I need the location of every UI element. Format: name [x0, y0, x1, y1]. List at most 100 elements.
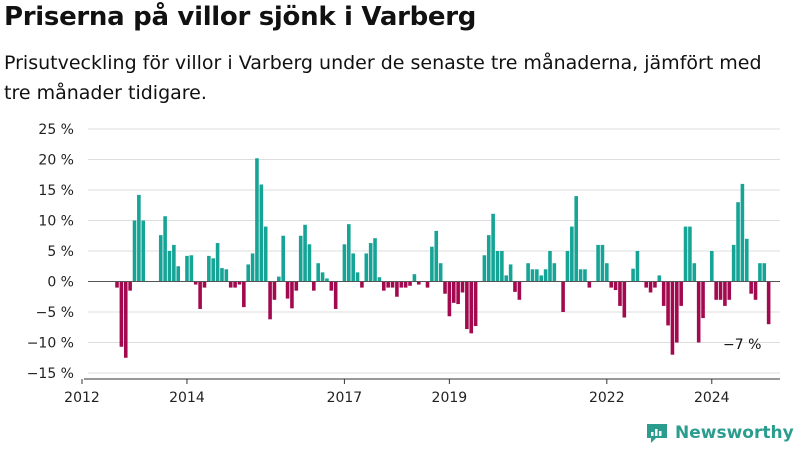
bar: [486, 235, 491, 282]
bar: [644, 281, 648, 288]
x-tick-label: 2019: [432, 390, 468, 406]
bar: [574, 196, 579, 282]
bar: [570, 226, 574, 282]
bar: [434, 230, 439, 282]
bar: [198, 281, 202, 309]
x-tick-label: 2022: [589, 390, 625, 406]
bar: [675, 281, 679, 343]
chart-subtitle: Prisutveckling för villor i Varberg unde…: [4, 52, 762, 104]
bar: [613, 281, 618, 291]
axes: −15 % −10 % −5 % 0 % 5 % 10 % 15 % 20 % 25 % 2012…: [27, 122, 780, 406]
bar: [600, 244, 605, 282]
last-value-annotation: −7 %: [723, 337, 761, 353]
bar: [202, 281, 207, 288]
bar: [731, 244, 736, 282]
bar: [228, 281, 233, 288]
bar: [272, 281, 277, 300]
bar: [137, 194, 141, 282]
y-tick-label: 5 %: [47, 244, 74, 260]
bar: [465, 281, 469, 330]
bar: [460, 281, 465, 293]
bar: [622, 281, 627, 318]
bar: [325, 278, 329, 282]
bar: [508, 264, 513, 282]
bar: [740, 183, 745, 282]
bar: [172, 244, 176, 282]
bar: [215, 243, 220, 282]
bar: [259, 184, 264, 282]
bar: [666, 281, 670, 326]
bar: [587, 281, 592, 288]
bar: [482, 255, 487, 282]
bar: [425, 281, 430, 288]
bar: [688, 226, 692, 282]
bar: [469, 281, 474, 334]
bar: [351, 253, 355, 282]
bar: [211, 258, 216, 282]
bar: [193, 281, 198, 285]
bar: [447, 281, 452, 317]
bar: [312, 281, 316, 291]
bar: [491, 213, 495, 282]
bar: [189, 255, 194, 282]
bar: [766, 281, 771, 325]
bar: [648, 281, 653, 293]
bar: [723, 281, 727, 306]
bar: [399, 281, 404, 288]
bar: [416, 281, 421, 285]
gridlines: [88, 128, 780, 374]
y-tick-label: 25 %: [38, 122, 74, 138]
bar: [395, 281, 399, 297]
bar: [246, 264, 250, 282]
bar: [679, 281, 683, 306]
bar: [347, 224, 351, 282]
y-tick-label: −5 %: [36, 305, 74, 321]
bar: [504, 275, 509, 282]
bar: [653, 281, 657, 288]
bar: [381, 281, 386, 291]
bar: [329, 281, 334, 291]
bar: [307, 244, 312, 282]
bar: [513, 281, 517, 292]
bar: [530, 269, 535, 282]
bar: [408, 281, 412, 286]
bar: [316, 263, 320, 282]
bar: [451, 281, 456, 303]
bar: [473, 281, 478, 327]
y-tick-label: −10 %: [27, 336, 74, 352]
x-tick-label: 2012: [64, 390, 100, 406]
bar: [115, 281, 119, 288]
brand-logo: Newsworthy: [645, 420, 794, 446]
bar: [430, 246, 434, 282]
bar: [561, 281, 565, 312]
bar: [303, 224, 307, 282]
bar: [263, 226, 268, 282]
bar: [552, 263, 557, 282]
bar: [548, 251, 552, 282]
bar: [517, 281, 522, 300]
bar: [163, 216, 167, 282]
bar: [185, 255, 189, 282]
y-tick-label: −15 %: [27, 366, 74, 382]
bar: [736, 202, 740, 282]
bar: [605, 263, 609, 282]
bar: [657, 275, 662, 282]
bar: [565, 251, 570, 282]
bar: [438, 263, 443, 282]
bar: [443, 281, 447, 294]
bar: [727, 281, 732, 300]
bar: [609, 281, 613, 288]
bar: [132, 220, 137, 282]
bar: [242, 281, 246, 308]
bar: [539, 275, 544, 282]
y-tick-label: 0 %: [47, 275, 74, 291]
bar: [543, 269, 548, 282]
bar: [583, 269, 587, 282]
bar: [635, 251, 640, 282]
bar: [176, 266, 181, 282]
bar: [578, 269, 583, 282]
bar: [762, 263, 767, 282]
bar: [618, 281, 622, 306]
bar: [255, 158, 259, 282]
